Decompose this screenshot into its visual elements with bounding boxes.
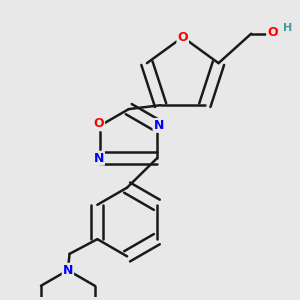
Text: N: N [63, 264, 73, 277]
Text: N: N [94, 152, 104, 165]
Text: O: O [177, 31, 188, 44]
Text: H: H [283, 23, 292, 33]
Text: N: N [154, 119, 164, 132]
Text: O: O [94, 117, 104, 130]
Text: O: O [267, 26, 278, 38]
